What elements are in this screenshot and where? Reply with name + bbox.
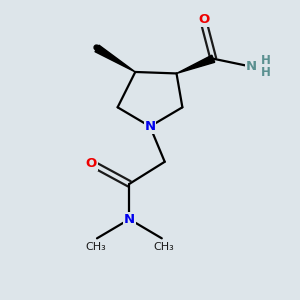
Polygon shape <box>95 45 135 72</box>
Text: H: H <box>261 54 271 67</box>
Text: CH₃: CH₃ <box>85 242 106 252</box>
Text: N: N <box>124 213 135 226</box>
Text: N: N <box>144 120 156 133</box>
Text: H: H <box>261 66 271 79</box>
Text: N: N <box>245 60 256 73</box>
Text: O: O <box>85 157 97 170</box>
Text: CH₃: CH₃ <box>153 242 174 252</box>
Text: O: O <box>199 13 210 26</box>
Polygon shape <box>176 55 215 74</box>
